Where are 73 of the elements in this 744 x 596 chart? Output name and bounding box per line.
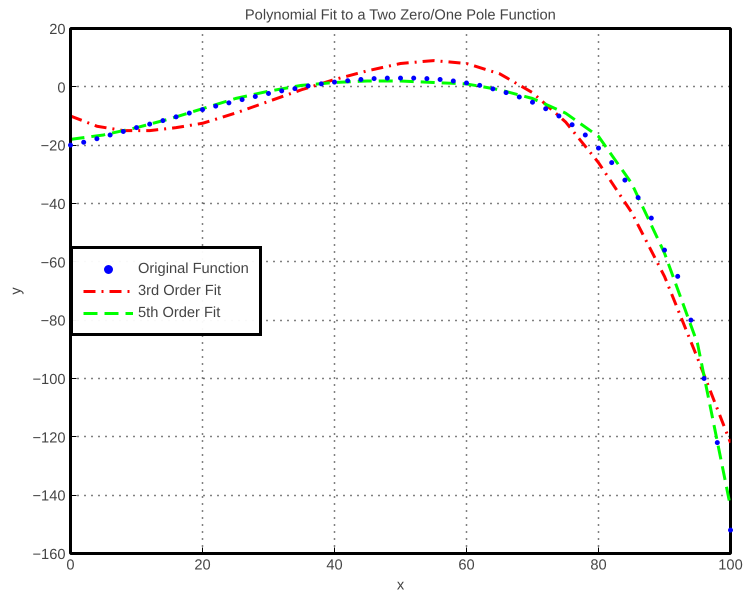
point [411,76,416,81]
point [266,91,271,96]
x-tick-label: 80 [590,558,607,574]
point [186,110,192,116]
point [306,83,311,88]
point [477,82,482,88]
point [504,90,509,96]
point [543,106,548,112]
point [240,97,245,102]
y-tick-label: −120 [32,430,66,446]
y-axis-title: y [8,286,24,295]
point [622,178,628,183]
y-tick-label: −160 [32,547,66,563]
point [424,76,430,82]
line-series [70,59,730,444]
point [384,76,390,81]
point [662,248,667,253]
point [728,528,733,533]
point [81,140,86,145]
point [226,100,232,106]
x-tick-label: 60 [458,558,475,574]
y-tick-label: 20 [49,22,66,38]
legend-label: Original Function [138,260,249,276]
point [648,216,654,221]
point [702,376,707,381]
point [174,114,179,120]
point [252,94,258,99]
point [464,80,469,86]
point [516,94,522,100]
y-tick-label: −40 [40,197,66,213]
point [332,80,337,85]
point [688,318,694,323]
point [530,100,535,105]
point [279,88,284,94]
point [318,81,324,86]
y-tick-label: −20 [40,138,66,155]
point [200,107,205,112]
point [134,125,139,130]
point [636,195,641,200]
point [570,122,575,128]
point [675,274,680,279]
point [582,132,588,138]
point [358,77,364,82]
point [292,86,298,92]
point [160,118,166,124]
point [596,146,601,151]
x-tick-label: 40 [326,558,343,574]
point [490,86,496,92]
point [714,440,720,446]
point [372,76,377,82]
chart-title: Polynomial Fit to a Two Zero/One Pole Function [244,8,556,24]
x-tick-label: 100 [718,558,743,574]
y-tick-label: 0 [57,80,66,96]
point [213,104,218,109]
point [345,78,350,84]
x-tick-label: 20 [194,558,211,574]
y-tick-label: −60 [40,255,66,272]
legend-label: 5th Order Fit [138,304,220,320]
point [147,122,152,127]
x-axis-title: x [396,578,405,594]
point [68,142,73,148]
point [450,78,456,84]
y-tick-label: −80 [40,314,66,330]
point [120,128,126,134]
y-tick-label: −140 [32,488,66,505]
point [108,132,113,138]
point [438,77,443,82]
y-tick-label: −100 [32,372,66,388]
point [609,160,614,166]
point [94,136,100,142]
point [398,76,403,81]
point [556,114,562,118]
legend-label: 3rd Order Fit [138,282,222,298]
